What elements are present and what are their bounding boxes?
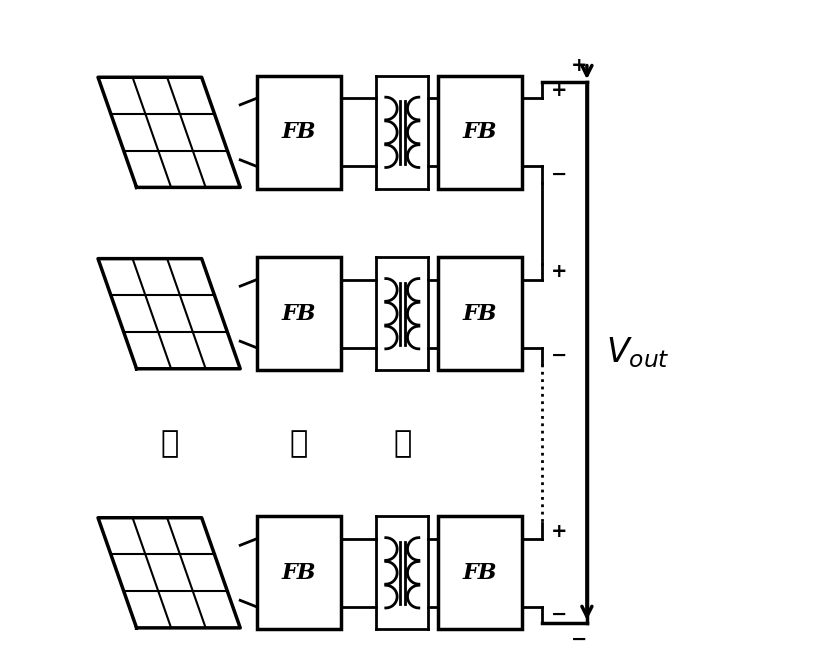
Text: FB: FB <box>281 303 315 324</box>
Bar <box>437 257 522 370</box>
Bar <box>437 516 522 630</box>
Bar <box>257 516 340 630</box>
Text: $V_{out}$: $V_{out}$ <box>605 336 670 370</box>
Text: −: − <box>551 346 567 365</box>
Bar <box>257 76 340 189</box>
Text: +: + <box>551 262 567 281</box>
Text: ⋮: ⋮ <box>160 428 178 458</box>
Text: ⋮: ⋮ <box>393 428 411 458</box>
Bar <box>437 76 522 189</box>
Text: +: + <box>551 81 567 100</box>
Text: ⋮: ⋮ <box>289 428 308 458</box>
Text: +: + <box>551 521 567 540</box>
Text: FB: FB <box>462 562 497 584</box>
Text: FB: FB <box>462 122 497 143</box>
Text: −: − <box>551 165 567 184</box>
Text: +: + <box>570 56 587 75</box>
Text: FB: FB <box>281 122 315 143</box>
Text: −: − <box>570 630 587 649</box>
Text: FB: FB <box>281 562 315 584</box>
Text: FB: FB <box>462 303 497 324</box>
Text: −: − <box>551 605 567 624</box>
Bar <box>257 257 340 370</box>
